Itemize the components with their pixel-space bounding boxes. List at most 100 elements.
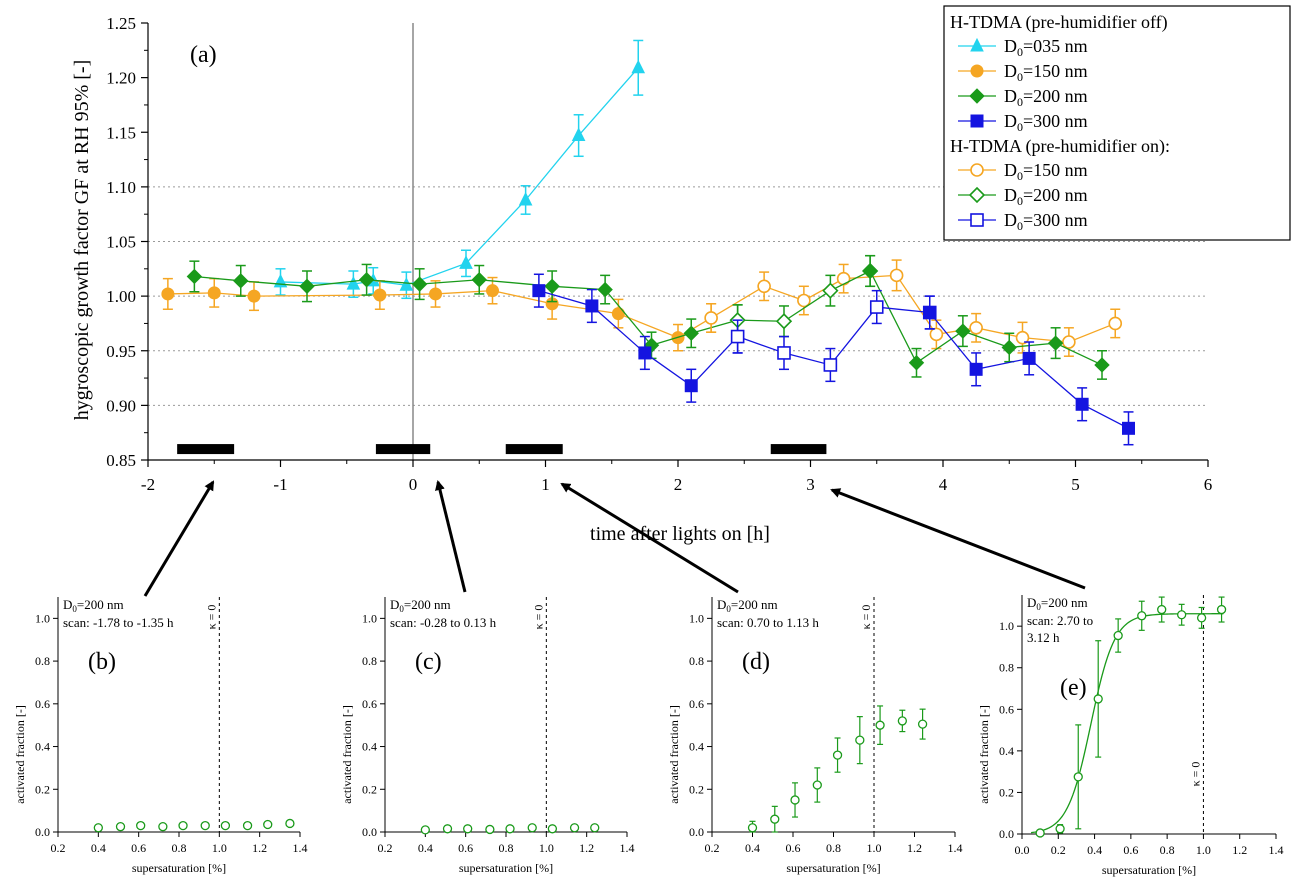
legend: H-TDMA (pre-humidifier off)D0=035 nmD0=1… bbox=[943, 5, 1291, 241]
y-tick-label: 0.0 bbox=[362, 825, 377, 839]
panel-label: (c) bbox=[415, 649, 442, 675]
y-tick-label: 0.0 bbox=[689, 825, 704, 839]
x-tick-label: 0.4 bbox=[91, 841, 106, 855]
y-tick-label: 1.15 bbox=[106, 123, 136, 142]
x-tick-label: 1.2 bbox=[579, 841, 594, 855]
data-point bbox=[1022, 351, 1036, 365]
series-line bbox=[167, 290, 712, 339]
data-point bbox=[585, 299, 599, 313]
panel-c: 0.2 0.4 0.6 0.8 1.0 1.2 1.40.00.20.40.60.81.0s… bbox=[340, 597, 635, 875]
x-tick-label: 3 bbox=[806, 475, 815, 494]
y-axis-label: hygroscopic growth factor GF at RH 95% [… bbox=[71, 60, 93, 420]
annotation-diameter: D0=200 nm bbox=[1027, 595, 1088, 612]
y-tick-label: 0.8 bbox=[362, 654, 377, 668]
data-point bbox=[797, 293, 811, 308]
data-point bbox=[770, 814, 780, 824]
panel-d: 0.2 0.4 0.6 0.8 1.0 1.2 1.40.00.20.40.60.81.0s… bbox=[667, 597, 963, 875]
panel-e: 0.0 0.2 0.4 0.6 0.8 1.0 1.2 1.4 0.0 0.2 0.4 0.6 0.8 1… bbox=[977, 595, 1284, 877]
y-tick-label: 0.0 bbox=[35, 825, 50, 839]
kappa-label: κ = 0 bbox=[859, 605, 873, 630]
data-point bbox=[1216, 604, 1227, 615]
scan-bar bbox=[505, 444, 563, 455]
data-point bbox=[299, 278, 315, 294]
panel-label: (a) bbox=[190, 42, 217, 68]
data-point bbox=[420, 825, 430, 835]
y-tick-label: 0.4 bbox=[362, 740, 377, 754]
data-point bbox=[1113, 630, 1123, 641]
data-point bbox=[822, 282, 839, 299]
y-tick-label: 1.0 bbox=[362, 611, 377, 625]
data-point bbox=[247, 289, 261, 303]
y-tick-label: 0.4 bbox=[35, 740, 50, 754]
data-point bbox=[547, 824, 558, 834]
data-point bbox=[1196, 613, 1207, 623]
x-tick-label: 0.6 bbox=[131, 841, 146, 855]
data-point bbox=[631, 59, 646, 74]
arrows bbox=[143, 480, 1086, 597]
data-point bbox=[970, 163, 984, 177]
data-point bbox=[638, 346, 652, 360]
x-tick-label: 6 bbox=[1204, 475, 1213, 494]
legend-label: D0=300 nm bbox=[1004, 111, 1088, 134]
scan-bar bbox=[375, 444, 431, 455]
data-point bbox=[970, 114, 984, 128]
series-line bbox=[737, 306, 930, 366]
data-point bbox=[373, 288, 387, 302]
x-tick-label: 0 bbox=[409, 475, 418, 494]
data-point bbox=[683, 325, 699, 341]
data-point bbox=[684, 379, 698, 393]
data-point bbox=[1001, 339, 1017, 356]
annotation-scan: scan: -0.28 to 0.13 h bbox=[390, 615, 497, 630]
data-point bbox=[358, 272, 375, 288]
x-tick-label: 1.0 bbox=[539, 841, 554, 855]
series-line bbox=[710, 274, 1116, 343]
y-tick-label: 1.0 bbox=[999, 619, 1014, 633]
data-point bbox=[969, 362, 983, 376]
data-point bbox=[136, 820, 146, 831]
y-axis-label: activated fraction [-] bbox=[340, 705, 354, 804]
data-point bbox=[399, 277, 414, 291]
data-point bbox=[1108, 316, 1123, 331]
y-tick-label: 0.90 bbox=[106, 396, 136, 415]
data-point bbox=[463, 824, 473, 834]
data-point bbox=[429, 287, 443, 301]
y-tick-label: 0.2 bbox=[999, 785, 1014, 799]
series-line bbox=[869, 270, 1103, 366]
data-point bbox=[242, 820, 253, 831]
series bbox=[862, 254, 1110, 380]
data-point bbox=[875, 720, 885, 730]
series bbox=[161, 276, 718, 352]
legend-box bbox=[943, 5, 1291, 241]
data-point bbox=[1047, 335, 1064, 351]
y-tick-label: 0.2 bbox=[689, 782, 704, 796]
y-tick-label: 0.0 bbox=[999, 827, 1014, 841]
data-point bbox=[485, 824, 495, 835]
legend-label: D0=200 nm bbox=[1004, 86, 1088, 109]
x-tick-label: 0.8 bbox=[1160, 843, 1175, 857]
data-point bbox=[970, 213, 984, 227]
annotation-scan: scan: 0.70 to 1.13 h bbox=[717, 615, 819, 630]
x-tick-label: 0.6 bbox=[1123, 843, 1138, 857]
data-point bbox=[1094, 357, 1110, 373]
data-point bbox=[544, 278, 560, 294]
data-point bbox=[969, 88, 985, 104]
y-tick-label: 1.0 bbox=[35, 611, 50, 625]
data-point bbox=[869, 300, 884, 314]
data-point bbox=[955, 323, 971, 339]
data-point bbox=[273, 273, 288, 288]
x-tick-label: 1.0 bbox=[1196, 843, 1211, 857]
data-point bbox=[747, 823, 758, 833]
y-tick-label: 1.10 bbox=[106, 178, 136, 197]
data-point bbox=[518, 191, 533, 206]
data-point bbox=[1062, 335, 1076, 349]
arrow bbox=[830, 488, 1086, 590]
x-tick-label: 0.8 bbox=[172, 841, 187, 855]
data-point bbox=[158, 822, 168, 832]
y-tick-label: 1.20 bbox=[106, 69, 136, 88]
data-point bbox=[929, 327, 944, 342]
legend-label: D0=150 nm bbox=[1004, 160, 1088, 183]
x-tick-label: 0.2 bbox=[378, 841, 393, 855]
legend-label: D0=035 nm bbox=[1004, 36, 1088, 59]
kappa-label: κ = 0 bbox=[1188, 762, 1202, 787]
series bbox=[923, 295, 1135, 446]
